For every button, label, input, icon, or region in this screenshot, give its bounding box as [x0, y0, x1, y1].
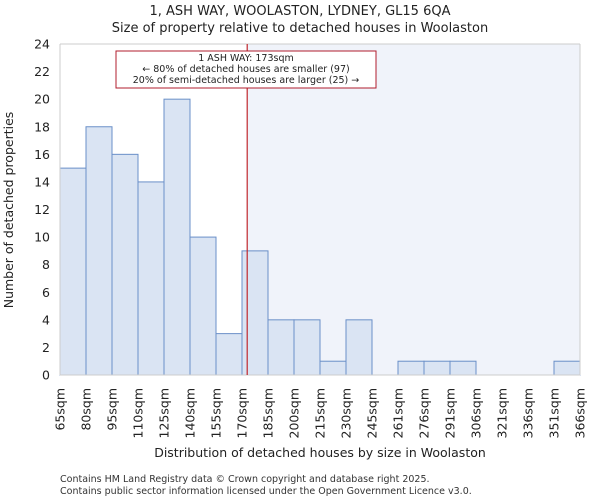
y-axis-label: Number of detached properties — [1, 112, 16, 309]
y-tick-label: 4 — [42, 312, 50, 327]
x-tick-label: 140sqm — [183, 388, 198, 438]
x-tick-label: 170sqm — [235, 388, 250, 438]
y-tick-label: 16 — [34, 147, 50, 162]
bar-140sqm — [189, 236, 217, 376]
bar-80sqm — [85, 126, 113, 376]
y-tick-label: 24 — [34, 37, 50, 52]
bar-230sqm — [345, 319, 373, 376]
bar-276sqm — [423, 360, 451, 376]
annotation-line-3: 20% of semi-detached houses are larger (… — [133, 75, 360, 86]
footer-line-2: Contains public sector information licen… — [60, 486, 472, 497]
bar-351sqm — [553, 360, 581, 376]
x-tick-label: 185sqm — [261, 388, 276, 438]
annotation-box: 1 ASH WAY: 173sqm ← 80% of detached hous… — [115, 50, 377, 89]
y-tick-label: 12 — [34, 202, 50, 217]
x-tick-label: 95sqm — [105, 388, 120, 431]
bar-170sqm — [241, 250, 269, 376]
x-tick-label: 261sqm — [391, 388, 406, 438]
x-tick-label: 155sqm — [209, 388, 224, 438]
x-axis-label: Distribution of detached houses by size … — [154, 445, 486, 460]
y-tick-label: 14 — [34, 174, 50, 189]
bar-95sqm — [111, 153, 139, 376]
bar-185sqm — [267, 319, 295, 376]
axes — [59, 43, 581, 376]
x-tick-label: 351sqm — [547, 388, 562, 438]
x-tick-label: 336sqm — [521, 388, 536, 438]
bar-155sqm — [215, 333, 243, 376]
x-tick-label: 230sqm — [339, 388, 354, 438]
y-tick-label: 0 — [42, 368, 50, 383]
y-tick-label: 6 — [42, 285, 50, 300]
bar-291sqm — [449, 360, 477, 376]
x-tick-label: 306sqm — [469, 388, 484, 438]
bar-215sqm — [319, 360, 347, 376]
bar-110sqm — [137, 181, 165, 376]
x-tick-label: 125sqm — [157, 388, 172, 438]
footer-line-1: Contains HM Land Registry data © Crown c… — [60, 474, 430, 485]
annotation-line-2: ← 80% of detached houses are smaller (97… — [142, 64, 349, 75]
bar-65sqm — [59, 167, 87, 376]
x-tick-label: 321sqm — [495, 388, 510, 438]
x-tick-label: 366sqm — [573, 388, 588, 438]
x-tick-label: 80sqm — [79, 388, 94, 431]
y-tick-label: 22 — [34, 64, 50, 79]
y-tick-label: 18 — [34, 119, 50, 134]
x-tick-label: 110sqm — [131, 388, 146, 438]
x-tick-labels: 65sqm 80sqm 95sqm 110sqm 125sqm 140sqm 155sqm 1… — [53, 388, 588, 438]
y-tick-label: 2 — [42, 340, 50, 355]
x-tick-label: 291sqm — [443, 388, 458, 438]
bar-261sqm — [397, 360, 425, 376]
y-tick-label: 20 — [34, 92, 50, 107]
y-tick-label: 10 — [34, 230, 50, 245]
y-tick-label: 8 — [42, 257, 50, 272]
chart-subtitle: Size of property relative to detached ho… — [112, 21, 488, 36]
annotation-line-1: 1 ASH WAY: 173sqm — [198, 53, 294, 64]
x-tick-label: 65sqm — [53, 388, 68, 431]
x-tick-label: 245sqm — [365, 388, 380, 438]
bars — [59, 98, 581, 376]
chart-title: 1, ASH WAY, WOOLASTON, LYDNEY, GL15 6QA — [150, 4, 451, 19]
x-tick-label: 200sqm — [287, 388, 302, 438]
bar-125sqm — [163, 98, 191, 376]
x-tick-label: 276sqm — [417, 388, 432, 438]
annotation-box-border — [115, 50, 377, 89]
x-tick-label: 215sqm — [313, 388, 328, 438]
bar-200sqm — [293, 319, 321, 376]
